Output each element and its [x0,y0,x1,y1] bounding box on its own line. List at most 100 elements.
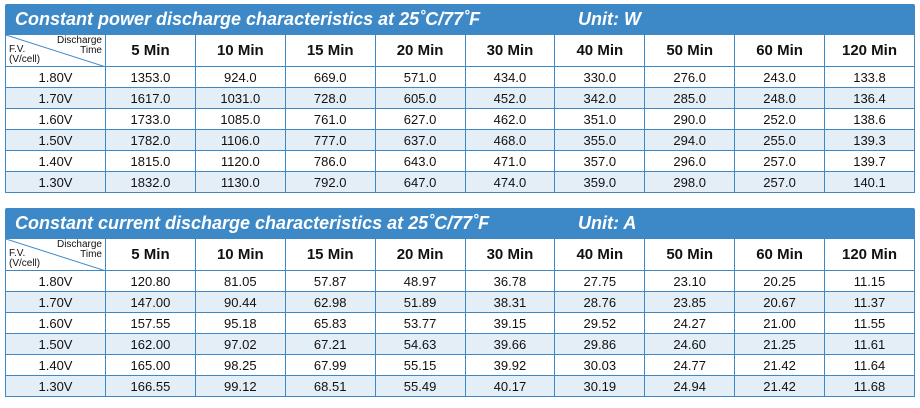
value-cell: 285.0 [644,87,736,109]
value-cell: 924.0 [194,66,286,88]
current-corner-fv-label: F.V. (V/cell) [9,248,41,269]
value-cell: 761.0 [284,108,376,130]
value-cell: 162.00 [105,333,196,355]
value-cell: 1130.0 [194,171,286,193]
diagonal-divider-icon [6,35,106,67]
power-header-row: Discharge Time F.V. (V/cell) 5 Min 10 Min … [5,34,915,67]
value-cell: 452.0 [464,87,556,109]
current-unit: Unit: A [578,212,637,233]
value-cell: 257.0 [734,150,825,172]
table-row: 1.30V 166.55 99.12 68.51 55.49 40.17 30.19 24.9… [5,375,915,397]
value-cell: 90.44 [194,291,286,313]
value-cell: 1031.0 [194,87,286,109]
value-cell: 39.66 [464,333,556,355]
value-cell: 257.0 [734,171,825,193]
current-corner-time-label: Discharge Time [56,239,102,260]
value-cell: 434.0 [464,66,556,88]
table-row: 1.70V 1617.0 1031.0 728.0 605.0 452.0 342.0 285… [5,87,915,109]
table-row: 1.30V 1832.0 1130.0 792.0 647.0 474.0 359.0 298… [5,171,915,193]
value-cell: 67.21 [284,333,376,355]
column-header: 50 Min [644,34,736,67]
column-header: 10 Min [194,238,286,271]
value-cell: 65.83 [284,312,376,334]
final-voltage-cell: 1.30V [5,171,106,193]
value-cell: 355.0 [554,129,646,151]
current-table-body: 1.80V 120.80 81.05 57.87 48.97 36.78 27.75 23.1… [5,270,915,397]
value-cell: 136.4 [824,87,915,109]
value-cell: 1106.0 [194,129,286,151]
current-corner-cell: Discharge Time F.V. (V/cell) [5,238,106,271]
value-cell: 294.0 [644,129,736,151]
power-unit: Unit: W [578,8,641,29]
value-cell: 1353.0 [105,66,196,88]
table-row: 1.50V 162.00 97.02 67.21 54.63 39.66 29.86 24.6… [5,333,915,355]
value-cell: 57.87 [284,270,376,292]
column-header: 40 Min [554,34,646,67]
current-table: Discharge Time F.V. (V/cell) 5 Min 10 Min … [5,238,915,397]
column-header: 15 Min [284,238,376,271]
table-row: 1.80V 120.80 81.05 57.87 48.97 36.78 27.75 23.1… [5,270,915,292]
value-cell: 643.0 [374,150,466,172]
value-cell: 55.15 [374,354,466,376]
value-cell: 67.99 [284,354,376,376]
value-cell: 627.0 [374,108,466,130]
value-cell: 786.0 [284,150,376,172]
value-cell: 53.77 [374,312,466,334]
value-cell: 342.0 [554,87,646,109]
value-cell: 139.7 [824,150,915,172]
value-cell: 359.0 [554,171,646,193]
value-cell: 54.63 [374,333,466,355]
value-cell: 95.18 [194,312,286,334]
column-header: 5 Min [105,238,196,271]
value-cell: 1120.0 [194,150,286,172]
diagonal-divider-icon [6,239,106,271]
value-cell: 11.55 [824,312,915,334]
value-cell: 248.0 [734,87,825,109]
value-cell: 99.12 [194,375,286,397]
final-voltage-cell: 1.70V [5,87,106,109]
column-header: 30 Min [464,238,556,271]
column-header: 15 Min [284,34,376,67]
value-cell: 81.05 [194,270,286,292]
table-row: 1.70V 147.00 90.44 62.98 51.89 38.31 28.76 23.8… [5,291,915,313]
value-cell: 98.25 [194,354,286,376]
value-cell: 11.15 [824,270,915,292]
table-row: 1.60V 1733.0 1085.0 761.0 627.0 462.0 351.0 290… [5,108,915,130]
table-row: 1.80V 1353.0 924.0 669.0 571.0 434.0 330.0 276.… [5,66,915,88]
column-header: 40 Min [554,238,646,271]
value-cell: 792.0 [284,171,376,193]
value-cell: 11.64 [824,354,915,376]
table-row: 1.50V 1782.0 1106.0 777.0 637.0 468.0 355.0 294… [5,129,915,151]
value-cell: 298.0 [644,171,736,193]
value-cell: 21.42 [734,354,825,376]
column-header: 60 Min [734,34,825,67]
value-cell: 1782.0 [105,129,196,151]
value-cell: 29.86 [554,333,646,355]
value-cell: 1733.0 [105,108,196,130]
final-voltage-cell: 1.80V [5,66,106,88]
power-table-body: 1.80V 1353.0 924.0 669.0 571.0 434.0 330.0 276.… [5,66,915,193]
value-cell: 669.0 [284,66,376,88]
power-title-banner: Constant power discharge characteristics… [5,4,915,34]
value-cell: 120.80 [105,270,196,292]
value-cell: 55.49 [374,375,466,397]
current-section: Constant current discharge characteristi… [5,208,915,397]
column-header: 50 Min [644,238,736,271]
value-cell: 140.1 [824,171,915,193]
value-cell: 24.27 [644,312,736,334]
value-cell: 330.0 [554,66,646,88]
value-cell: 28.76 [554,291,646,313]
value-cell: 23.10 [644,270,736,292]
final-voltage-cell: 1.40V [5,150,106,172]
power-corner-cell: Discharge Time F.V. (V/cell) [5,34,106,67]
value-cell: 157.55 [105,312,196,334]
value-cell: 1832.0 [105,171,196,193]
value-cell: 290.0 [644,108,736,130]
final-voltage-cell: 1.60V [5,312,106,334]
final-voltage-cell: 1.30V [5,375,106,397]
final-voltage-cell: 1.80V [5,270,106,292]
value-cell: 647.0 [374,171,466,193]
value-cell: 165.00 [105,354,196,376]
value-cell: 20.67 [734,291,825,313]
value-cell: 30.19 [554,375,646,397]
